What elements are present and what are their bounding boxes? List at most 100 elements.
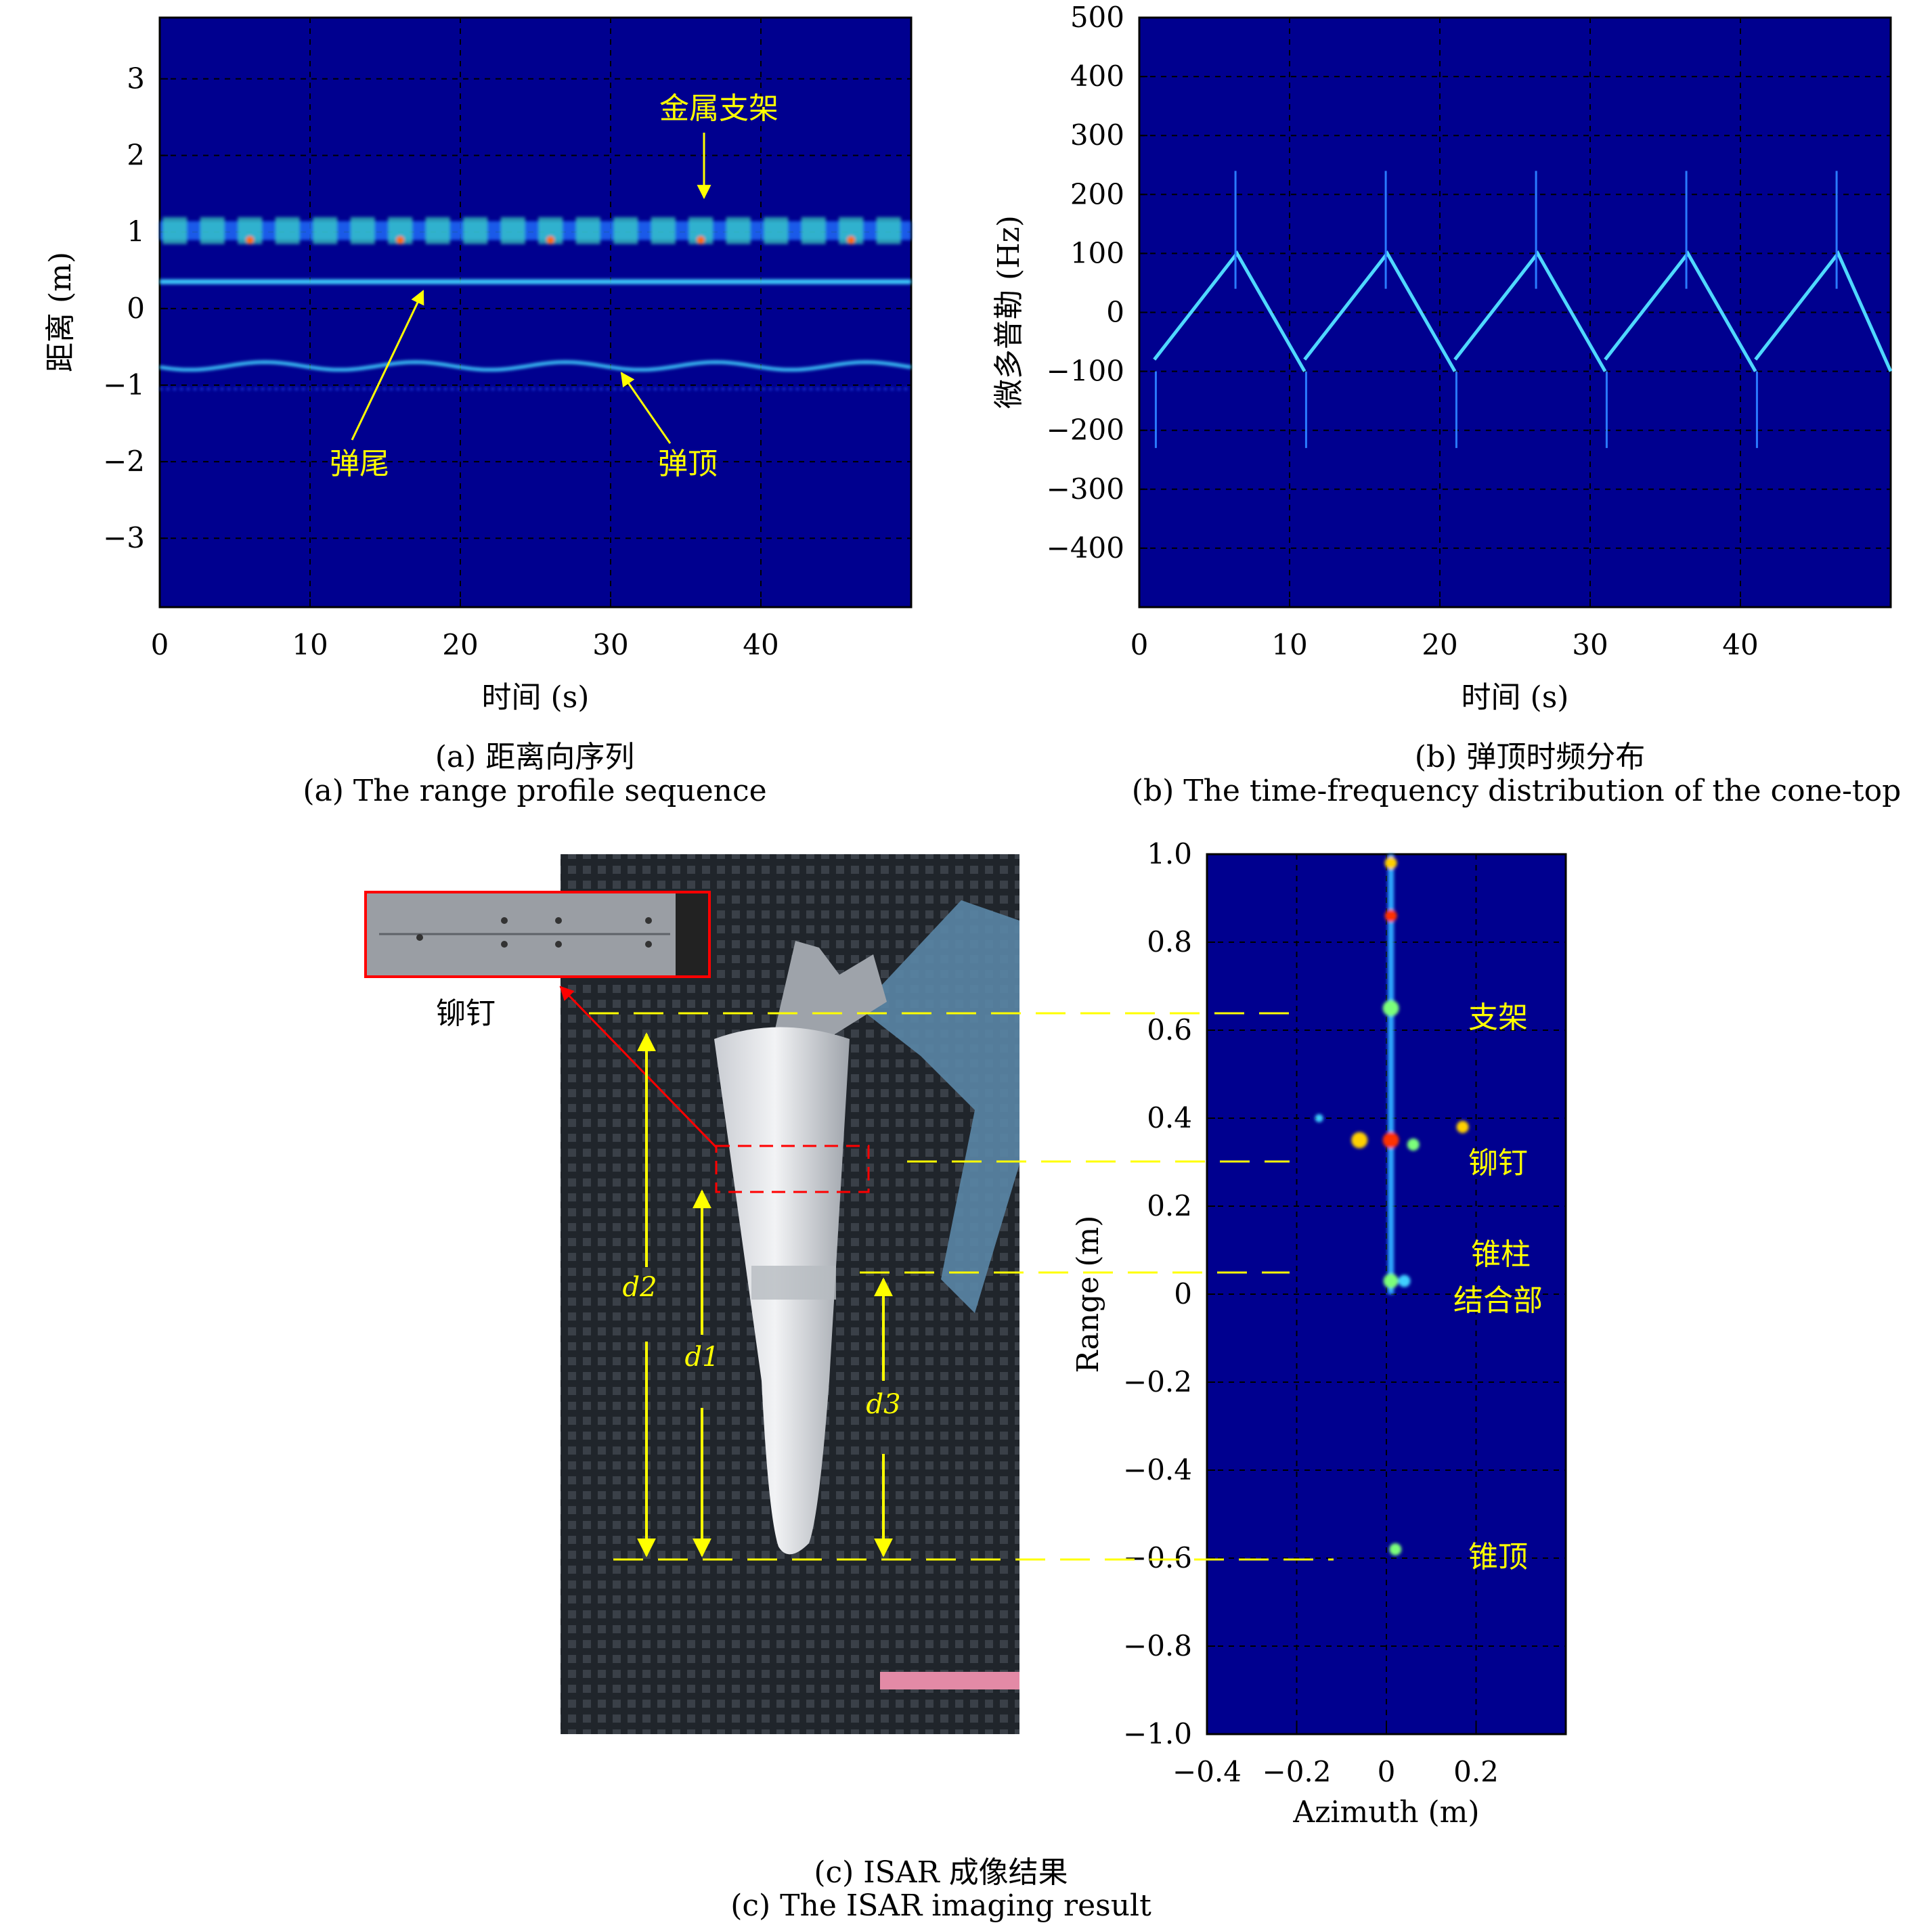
panel-a-x-tick-label: 10 <box>292 628 328 661</box>
isar-scatterer <box>1315 1114 1323 1122</box>
panel-b-x-tick-label: 40 <box>1722 628 1758 661</box>
micro-doppler-trace <box>1754 250 1893 372</box>
isar-annotation-junction-1: 锥柱 <box>1471 1237 1531 1272</box>
metal-bracket-shape <box>775 941 887 1036</box>
panel-a-y-ticks: 3 2 1 0 −1 −2 −3 <box>103 62 145 554</box>
absorber-foam <box>860 900 1019 1313</box>
panel-a-x-tick-label: 40 <box>743 628 778 661</box>
panel-c-y-tick-label: −0.2 <box>1123 1365 1192 1398</box>
isar-scatterer <box>1384 910 1397 922</box>
rivet-dot <box>645 917 652 924</box>
panel-c-isar-image: 1.0 0.8 0.6 0.4 0.2 0 −0.2 −0.4 −0.6 −0.8 −1.0 −0.… <box>1071 837 1567 1830</box>
rivet-dot <box>501 941 508 948</box>
bracket-hotspot <box>697 236 705 244</box>
isar-scatterer <box>1389 1543 1402 1555</box>
bracket-scatter <box>350 217 375 244</box>
rivet-region-box <box>715 1145 870 1193</box>
rivet-label: 铆钉 <box>436 996 496 1031</box>
bracket-scatter <box>575 217 600 244</box>
caption-b-en: (b) The time-frequency distribution of t… <box>1131 774 1902 808</box>
panel-c-x-ticks: −0.4 −0.2 0 0.2 <box>1172 1755 1499 1788</box>
d1-label: d1 <box>684 1342 719 1373</box>
panel-b-y-tick-label: 300 <box>1070 118 1124 152</box>
panel-c-y-tick-label: 0.6 <box>1147 1013 1192 1046</box>
d1-label-bg <box>677 1335 727 1408</box>
panel-a-annotation-bracket: 金属支架 <box>659 91 778 126</box>
panel-b-signal <box>1153 171 1893 448</box>
panel-b-x-tick-label: 20 <box>1422 628 1457 661</box>
panel-c-y-tick-label: 0.8 <box>1147 925 1192 958</box>
connector-lines <box>589 1012 1334 1561</box>
panel-c-y-ticks: 1.0 0.8 0.6 0.4 0.2 0 −0.2 −0.4 −0.6 −0.8 −1.0 <box>1123 837 1192 1750</box>
isar-scatterer <box>1407 1138 1420 1151</box>
panel-c-y-tick-label: −0.6 <box>1123 1541 1192 1574</box>
isar-annotation-cone-top: 锥顶 <box>1468 1540 1528 1574</box>
panel-a-y-tick-label: 0 <box>127 292 145 325</box>
caption-c-en: (c) The ISAR imaging result <box>730 1888 1151 1923</box>
panel-c-grid <box>1206 854 1566 1735</box>
bracket-hotspot <box>396 236 405 244</box>
isar-annotation-rivet: 铆钉 <box>1468 1146 1528 1180</box>
rivet-dot <box>555 917 562 924</box>
panel-a-grid <box>159 18 911 607</box>
caption-c-cn: (c) ISAR 成像结果 <box>814 1855 1068 1890</box>
panel-c-y-tick-label: −1.0 <box>1123 1717 1192 1750</box>
panel-b-y-ticks: 500 400 300 200 100 0 −100 −200 −300 −400 <box>1047 1 1124 565</box>
panel-b-y-tick-label: −200 <box>1047 414 1124 447</box>
panel-c-y-label: Range (m) <box>1071 1216 1105 1373</box>
panel-c-photo: 铆钉 d2 d1 d3 <box>364 854 1019 1734</box>
panel-b-x-tick-label: 0 <box>1130 628 1149 661</box>
rivet-dot <box>555 941 562 948</box>
panel-b-time-frequency: 500 400 300 200 100 0 −100 −200 −300 −400 0 10 20 30… <box>992 1 1893 715</box>
rivet-inset-dark-end <box>676 893 708 975</box>
micro-doppler-trace <box>1453 250 1607 372</box>
panel-c-x-tick-label: 0 <box>1378 1755 1396 1788</box>
isar-scatterer <box>1351 1132 1368 1149</box>
panel-b-y-tick-label: −400 <box>1047 531 1124 565</box>
d3-label: d3 <box>866 1389 900 1420</box>
micro-doppler-trace <box>1303 250 1457 372</box>
cone-top-trace <box>159 360 912 372</box>
bracket-scatter <box>500 217 525 244</box>
panel-c-x-tick-label: 0.2 <box>1453 1755 1499 1788</box>
panel-c-y-tick-label: 0.2 <box>1147 1189 1192 1222</box>
bracket-scatter <box>801 217 826 244</box>
bracket-scatter <box>764 217 789 244</box>
pink-object <box>880 1672 1019 1689</box>
panel-a-y-tick-label: 1 <box>127 215 145 248</box>
panel-c-y-tick-label: 0 <box>1174 1277 1192 1310</box>
panel-c-x-label: Azimuth (m) <box>1292 1795 1479 1830</box>
d2-label: d2 <box>622 1272 657 1303</box>
panel-a-y-tick-label: −1 <box>103 368 145 401</box>
panel-c-y-tick-label: 0.4 <box>1147 1101 1192 1134</box>
bracket-hotspot <box>546 236 555 244</box>
panel-a-y-tick-label: −3 <box>103 521 145 554</box>
caption-a-cn: (a) 距离向序列 <box>435 740 635 774</box>
panel-c-x-tick-label: −0.4 <box>1172 1755 1242 1788</box>
panel-a-y-tick-label: −2 <box>103 445 145 478</box>
panel-a-y-tick-label: 3 <box>127 62 145 95</box>
bracket-scatter <box>463 217 488 244</box>
panel-b-y-tick-label: −300 <box>1047 472 1124 506</box>
panel-b-x-label: 时间 (s) <box>1462 680 1569 715</box>
isar-scatterer <box>1382 1132 1399 1149</box>
panel-b-y-tick-label: 200 <box>1070 177 1124 211</box>
panel-b-y-tick-label: 0 <box>1106 296 1124 329</box>
isar-scatterer <box>1382 1000 1399 1017</box>
panel-c-y-tick-label: 1.0 <box>1147 837 1192 870</box>
bracket-scatter <box>651 217 676 244</box>
bracket-scatter <box>313 217 338 244</box>
panel-b-y-tick-label: 100 <box>1070 236 1124 269</box>
cone-junction-band <box>751 1266 836 1300</box>
caption-a-en: (a) The range profile sequence <box>303 774 767 808</box>
isar-scatterer <box>1383 1273 1399 1289</box>
isar-annotation-junction-2: 结合部 <box>1453 1283 1543 1318</box>
micro-doppler-trace <box>1153 250 1307 372</box>
micro-doppler-trace <box>1604 250 1757 372</box>
bracket-scatter <box>726 217 751 244</box>
bracket-scatter <box>200 217 225 244</box>
d2-label-bg <box>619 1267 674 1342</box>
panel-a-y-label: 距离 (m) <box>43 252 78 372</box>
isar-scatterer <box>1398 1275 1411 1287</box>
